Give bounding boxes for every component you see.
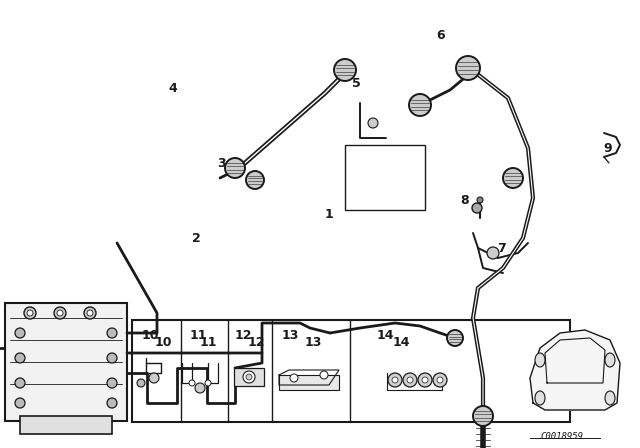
Text: 4: 4 bbox=[168, 82, 177, 95]
Circle shape bbox=[107, 328, 117, 338]
Text: 3: 3 bbox=[217, 156, 225, 169]
Text: 5: 5 bbox=[351, 77, 360, 90]
Circle shape bbox=[205, 380, 211, 386]
Circle shape bbox=[137, 379, 145, 387]
Text: 9: 9 bbox=[604, 142, 612, 155]
Circle shape bbox=[403, 373, 417, 387]
Circle shape bbox=[477, 197, 483, 203]
Text: 12: 12 bbox=[247, 336, 265, 349]
Text: 8: 8 bbox=[461, 194, 469, 207]
Circle shape bbox=[246, 171, 264, 189]
Circle shape bbox=[15, 378, 25, 388]
Text: 13: 13 bbox=[282, 328, 300, 341]
Bar bbox=[132, 320, 570, 422]
Circle shape bbox=[15, 328, 25, 338]
Circle shape bbox=[149, 373, 159, 383]
Ellipse shape bbox=[535, 391, 545, 405]
Circle shape bbox=[84, 307, 96, 319]
Text: 10: 10 bbox=[142, 328, 159, 341]
Circle shape bbox=[107, 378, 117, 388]
Circle shape bbox=[57, 310, 63, 316]
Circle shape bbox=[246, 374, 252, 380]
Polygon shape bbox=[530, 330, 620, 410]
Circle shape bbox=[503, 168, 523, 188]
Circle shape bbox=[107, 398, 117, 408]
Bar bbox=[5, 303, 127, 421]
Text: 14: 14 bbox=[377, 328, 394, 341]
Text: 12: 12 bbox=[235, 328, 253, 341]
Circle shape bbox=[388, 373, 402, 387]
Bar bbox=[279, 375, 339, 390]
Circle shape bbox=[334, 59, 356, 81]
Bar bbox=[345, 145, 425, 210]
Circle shape bbox=[407, 377, 413, 383]
Text: 2: 2 bbox=[191, 232, 200, 245]
Ellipse shape bbox=[535, 353, 545, 367]
Circle shape bbox=[243, 371, 255, 383]
Circle shape bbox=[418, 373, 432, 387]
Circle shape bbox=[392, 377, 398, 383]
Circle shape bbox=[473, 406, 493, 426]
Circle shape bbox=[437, 377, 443, 383]
Text: C0018959: C0018959 bbox=[541, 431, 584, 440]
Circle shape bbox=[15, 353, 25, 363]
Circle shape bbox=[368, 118, 378, 128]
Circle shape bbox=[27, 310, 33, 316]
Circle shape bbox=[195, 383, 205, 393]
Circle shape bbox=[107, 353, 117, 363]
Circle shape bbox=[290, 374, 298, 382]
Text: 7: 7 bbox=[498, 241, 506, 254]
Circle shape bbox=[225, 158, 245, 178]
Circle shape bbox=[15, 398, 25, 408]
Circle shape bbox=[320, 371, 328, 379]
Bar bbox=[234, 368, 264, 386]
Circle shape bbox=[409, 94, 431, 116]
Circle shape bbox=[87, 310, 93, 316]
Text: 13: 13 bbox=[304, 336, 322, 349]
Circle shape bbox=[189, 380, 195, 386]
Bar bbox=[20, 416, 112, 434]
Circle shape bbox=[447, 330, 463, 346]
Text: 6: 6 bbox=[436, 29, 445, 42]
Circle shape bbox=[472, 203, 482, 213]
Text: 14: 14 bbox=[392, 336, 410, 349]
Text: 1: 1 bbox=[324, 207, 333, 220]
Ellipse shape bbox=[605, 391, 615, 405]
Ellipse shape bbox=[605, 353, 615, 367]
Circle shape bbox=[487, 247, 499, 259]
Text: 11: 11 bbox=[199, 336, 217, 349]
Circle shape bbox=[456, 56, 480, 80]
Text: 10: 10 bbox=[154, 336, 172, 349]
Text: 11: 11 bbox=[190, 328, 207, 341]
Circle shape bbox=[54, 307, 66, 319]
Circle shape bbox=[422, 377, 428, 383]
Circle shape bbox=[433, 373, 447, 387]
Circle shape bbox=[24, 307, 36, 319]
